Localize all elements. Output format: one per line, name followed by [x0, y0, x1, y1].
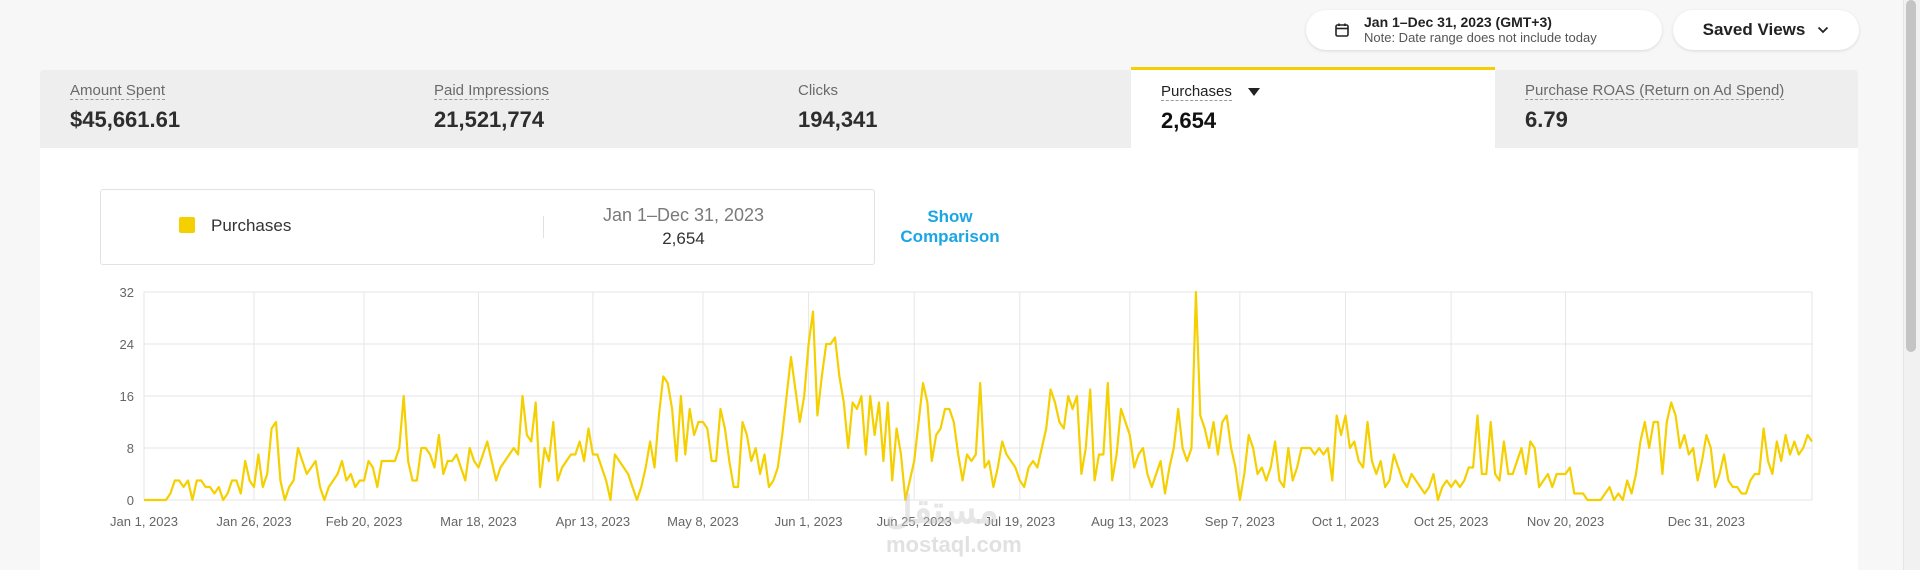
x-tick-label: Oct 1, 2023: [1312, 514, 1379, 529]
x-tick-label: May 8, 2023: [667, 514, 739, 529]
metric-label-text: Purchases: [1161, 83, 1232, 100]
metric-label: Amount Spent: [70, 82, 166, 100]
y-tick-label: 24: [120, 337, 134, 352]
x-tick-label: Apr 13, 2023: [556, 514, 630, 529]
x-tick-label: Jan 1, 2023: [110, 514, 178, 529]
watermark-logo: مستقل: [885, 490, 999, 532]
legend-total: 2,654: [662, 229, 705, 248]
legend-series-name: Purchases: [211, 216, 292, 235]
y-tick-label: 8: [127, 441, 134, 456]
y-tick-label: 16: [120, 389, 134, 404]
y-tick-label: 32: [120, 285, 134, 300]
x-tick-label: Jul 19, 2023: [984, 514, 1055, 529]
x-tick-label: Aug 13, 2023: [1091, 514, 1168, 529]
x-tick-label: Oct 25, 2023: [1414, 514, 1488, 529]
metric-value: 21,521,774: [434, 107, 545, 132]
chart-legend: Purchases Jan 1–Dec 31, 2023 2,654: [100, 189, 875, 265]
metric-label: Purchases: [1161, 83, 1232, 101]
legend-date-range: Jan 1–Dec 31, 2023: [602, 205, 765, 225]
metric-tab-paid-impressions[interactable]: Paid Impressions 21,521,774: [404, 70, 768, 148]
caret-down-icon[interactable]: [1248, 88, 1260, 96]
x-tick-label: Dec 31, 2023: [1668, 514, 1745, 529]
metric-label: Clicks: [798, 82, 838, 99]
metric-value: $45,661.61: [70, 107, 181, 132]
saved-views-button[interactable]: Saved Views: [1673, 10, 1859, 50]
show-comparison-link[interactable]: Show Comparison: [900, 207, 1000, 246]
metric-tab-amount-spent[interactable]: Amount Spent $45,661.61: [40, 70, 404, 148]
metric-tab-purchases[interactable]: Purchases 2,654: [1131, 67, 1495, 151]
chevron-down-icon: [1818, 26, 1829, 34]
y-tick-label: 0: [127, 493, 134, 508]
metric-label: Purchase ROAS (Return on Ad Spend): [1525, 82, 1785, 100]
metric-tab-purchase-roas[interactable]: Purchase ROAS (Return on Ad Spend) 6.79: [1495, 70, 1858, 148]
metric-value: 6.79: [1525, 107, 1568, 132]
date-range-note: Note: Date range does not include today: [1364, 30, 1597, 45]
x-tick-label: Feb 20, 2023: [326, 514, 403, 529]
x-tick-label: Jun 25, 2023: [877, 514, 952, 529]
x-tick-label: Nov 20, 2023: [1527, 514, 1604, 529]
x-tick-label: Jun 1, 2023: [775, 514, 843, 529]
saved-views-label: Saved Views: [1702, 20, 1806, 39]
date-range-text: Jan 1–Dec 31, 2023 (GMT+3): [1364, 14, 1552, 30]
metric-tab-clicks[interactable]: Clicks 194,341: [768, 70, 1131, 148]
date-range-picker[interactable]: Jan 1–Dec 31, 2023 (GMT+3) Note: Date ra…: [1306, 10, 1662, 50]
calendar-icon: [1335, 23, 1349, 37]
scrollbar-thumb[interactable]: [1906, 0, 1916, 352]
metrics-tab-bar: Amount Spent $45,661.61 Paid Impressions…: [40, 67, 1858, 151]
x-tick-label: Mar 18, 2023: [440, 514, 517, 529]
metric-value: 194,341: [798, 107, 878, 132]
metric-label: Paid Impressions: [434, 82, 550, 100]
metric-value: 2,654: [1161, 108, 1217, 133]
x-tick-label: Sep 7, 2023: [1205, 514, 1275, 529]
series-color-swatch: [179, 217, 195, 233]
legend-divider: [543, 216, 544, 238]
watermark-text: mostaql.com: [886, 532, 1022, 557]
series-line-purchases: [144, 290, 1813, 502]
x-tick-label: Jan 26, 2023: [216, 514, 291, 529]
